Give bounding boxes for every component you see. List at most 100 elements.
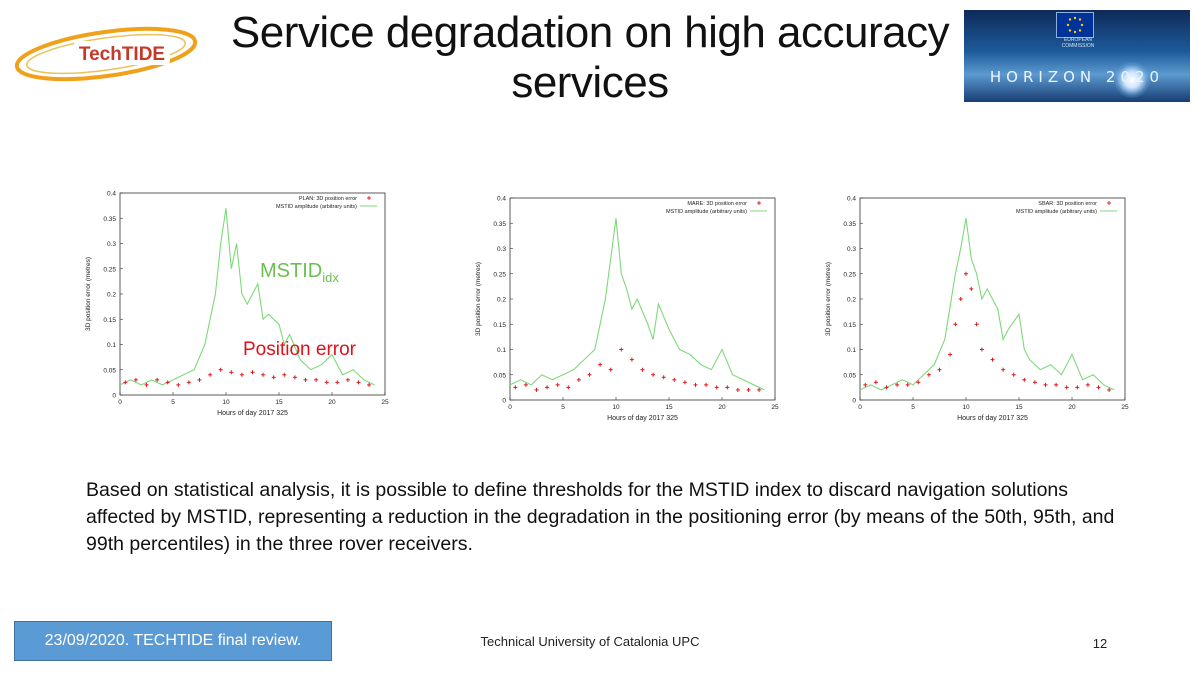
footer-institution: Technical University of Catalonia UPC [480,634,700,649]
techtide-logo: TechTIDE [14,26,198,82]
y-tick-label: 0.4 [107,191,116,198]
x-tick-label: 5 [561,404,565,411]
error-point [1054,382,1059,387]
error-point [208,372,213,377]
error-point [969,286,974,291]
x-tick-label: 20 [1068,404,1076,411]
x-axis-label: Hours of day 2017 325 [217,410,288,417]
error-point [651,372,656,377]
legend-mstid-label: MSTID amplitude (arbitrary units) [1016,209,1097,215]
mstid-series-line [509,218,765,391]
x-tick-label: 10 [612,404,620,411]
y-tick-label: 0.35 [493,221,506,228]
x-tick-label: 25 [771,404,779,411]
error-point [292,375,297,380]
x-axis-label: Hours of day 2017 325 [607,415,678,422]
mstid-series-line [859,218,1115,391]
error-point [367,382,372,387]
error-point [271,375,276,380]
error-point [958,297,963,301]
error-point [905,382,910,387]
y-tick-label: 0.25 [493,271,506,278]
error-point [757,387,762,392]
y-tick-label: 0.1 [497,347,506,354]
error-point [672,377,677,382]
legend-mstid-label: MSTID amplitude (arbitrary units) [276,204,357,210]
error-point [250,370,255,375]
x-tick-label: 25 [381,399,389,406]
error-point [704,382,709,387]
error-point [133,377,138,382]
error-point [964,271,968,276]
error-point [1064,385,1069,390]
y-tick-label: 0.2 [497,297,506,304]
error-point [974,322,979,327]
legend-error-marker [1107,201,1111,205]
x-tick-label: 10 [962,404,970,411]
error-point [1001,367,1006,372]
y-tick-label: 0.15 [843,322,856,329]
error-point [725,385,730,390]
error-point [1032,380,1037,385]
error-point [282,372,287,377]
x-tick-label: 15 [1015,404,1023,411]
error-point [239,372,244,377]
x-tick-label: 20 [718,404,726,411]
error-point [598,362,603,367]
legend-error-label: PLAN: 3D position error [299,196,357,202]
error-point [1043,382,1048,387]
error-point [990,357,995,362]
legend-error-label: MARE: 3D position error [687,201,747,207]
error-point [587,372,592,377]
error-point [953,322,958,327]
error-point [937,367,942,372]
y-tick-label: 0.4 [497,196,506,203]
y-axis-label: 3D position error (metres) [85,257,92,331]
error-point [661,375,666,380]
error-point [1096,385,1101,390]
page-title: Service degradation on high accuracy ser… [230,8,950,107]
error-point [197,377,202,382]
error-point [186,380,191,385]
mstid-index-label: MSTIDidx [260,260,339,285]
plot-frame [509,197,776,401]
error-point [884,385,889,390]
y-tick-label: 0.3 [497,246,506,253]
error-point [555,382,560,387]
chart-sbar: 0 0.05 0.1 0.15 0.2 0.25 0.3 0.35 0.4 0 5 10 15 20 25 H… [825,196,1129,423]
error-point [176,382,181,387]
error-point [123,380,128,385]
chart-mare: 0 0.05 0.1 0.15 0.2 0.25 0.3 0.35 0.4 0 5 10 15 20 25 H… [475,196,779,423]
page-number: 12 [1092,636,1108,651]
error-point [948,352,953,357]
x-tick-label: 5 [171,399,175,406]
error-point [640,367,645,372]
error-point [218,367,223,372]
legend-mstid-label: MSTID amplitude (arbitrary units) [666,209,747,215]
error-point [261,372,266,377]
x-tick-label: 0 [508,404,512,411]
y-axis-label: 3D position error (metres) [825,262,832,336]
y-tick-label: 0.1 [107,342,116,349]
error-point [566,385,571,390]
horizon-text: HORIZON 2020 [989,68,1165,86]
x-tick-label: 10 [222,399,230,406]
error-point [356,380,361,385]
error-point [693,382,698,387]
error-point [746,387,751,392]
y-tick-label: 0 [502,398,506,405]
error-point [1011,372,1016,377]
y-tick-label: 0.2 [847,297,856,304]
legend-error-marker [757,201,761,205]
error-point [629,357,634,362]
error-point [155,377,160,382]
logo-text: TechTIDE [79,44,165,65]
footer-date-box: 23/09/2020. TECHTIDE final review. [14,621,332,661]
error-point [165,380,170,385]
legend-error-label: SBAR: 3D position error [1038,201,1097,207]
error-point [229,370,234,375]
error-point [335,380,340,385]
error-point [608,367,613,372]
horizon-glow [1114,62,1150,98]
chart-plan: 0 0.05 0.1 0.15 0.2 0.25 0.3 0.35 0.4 0 5 10 15 20 25 H… [85,191,389,418]
